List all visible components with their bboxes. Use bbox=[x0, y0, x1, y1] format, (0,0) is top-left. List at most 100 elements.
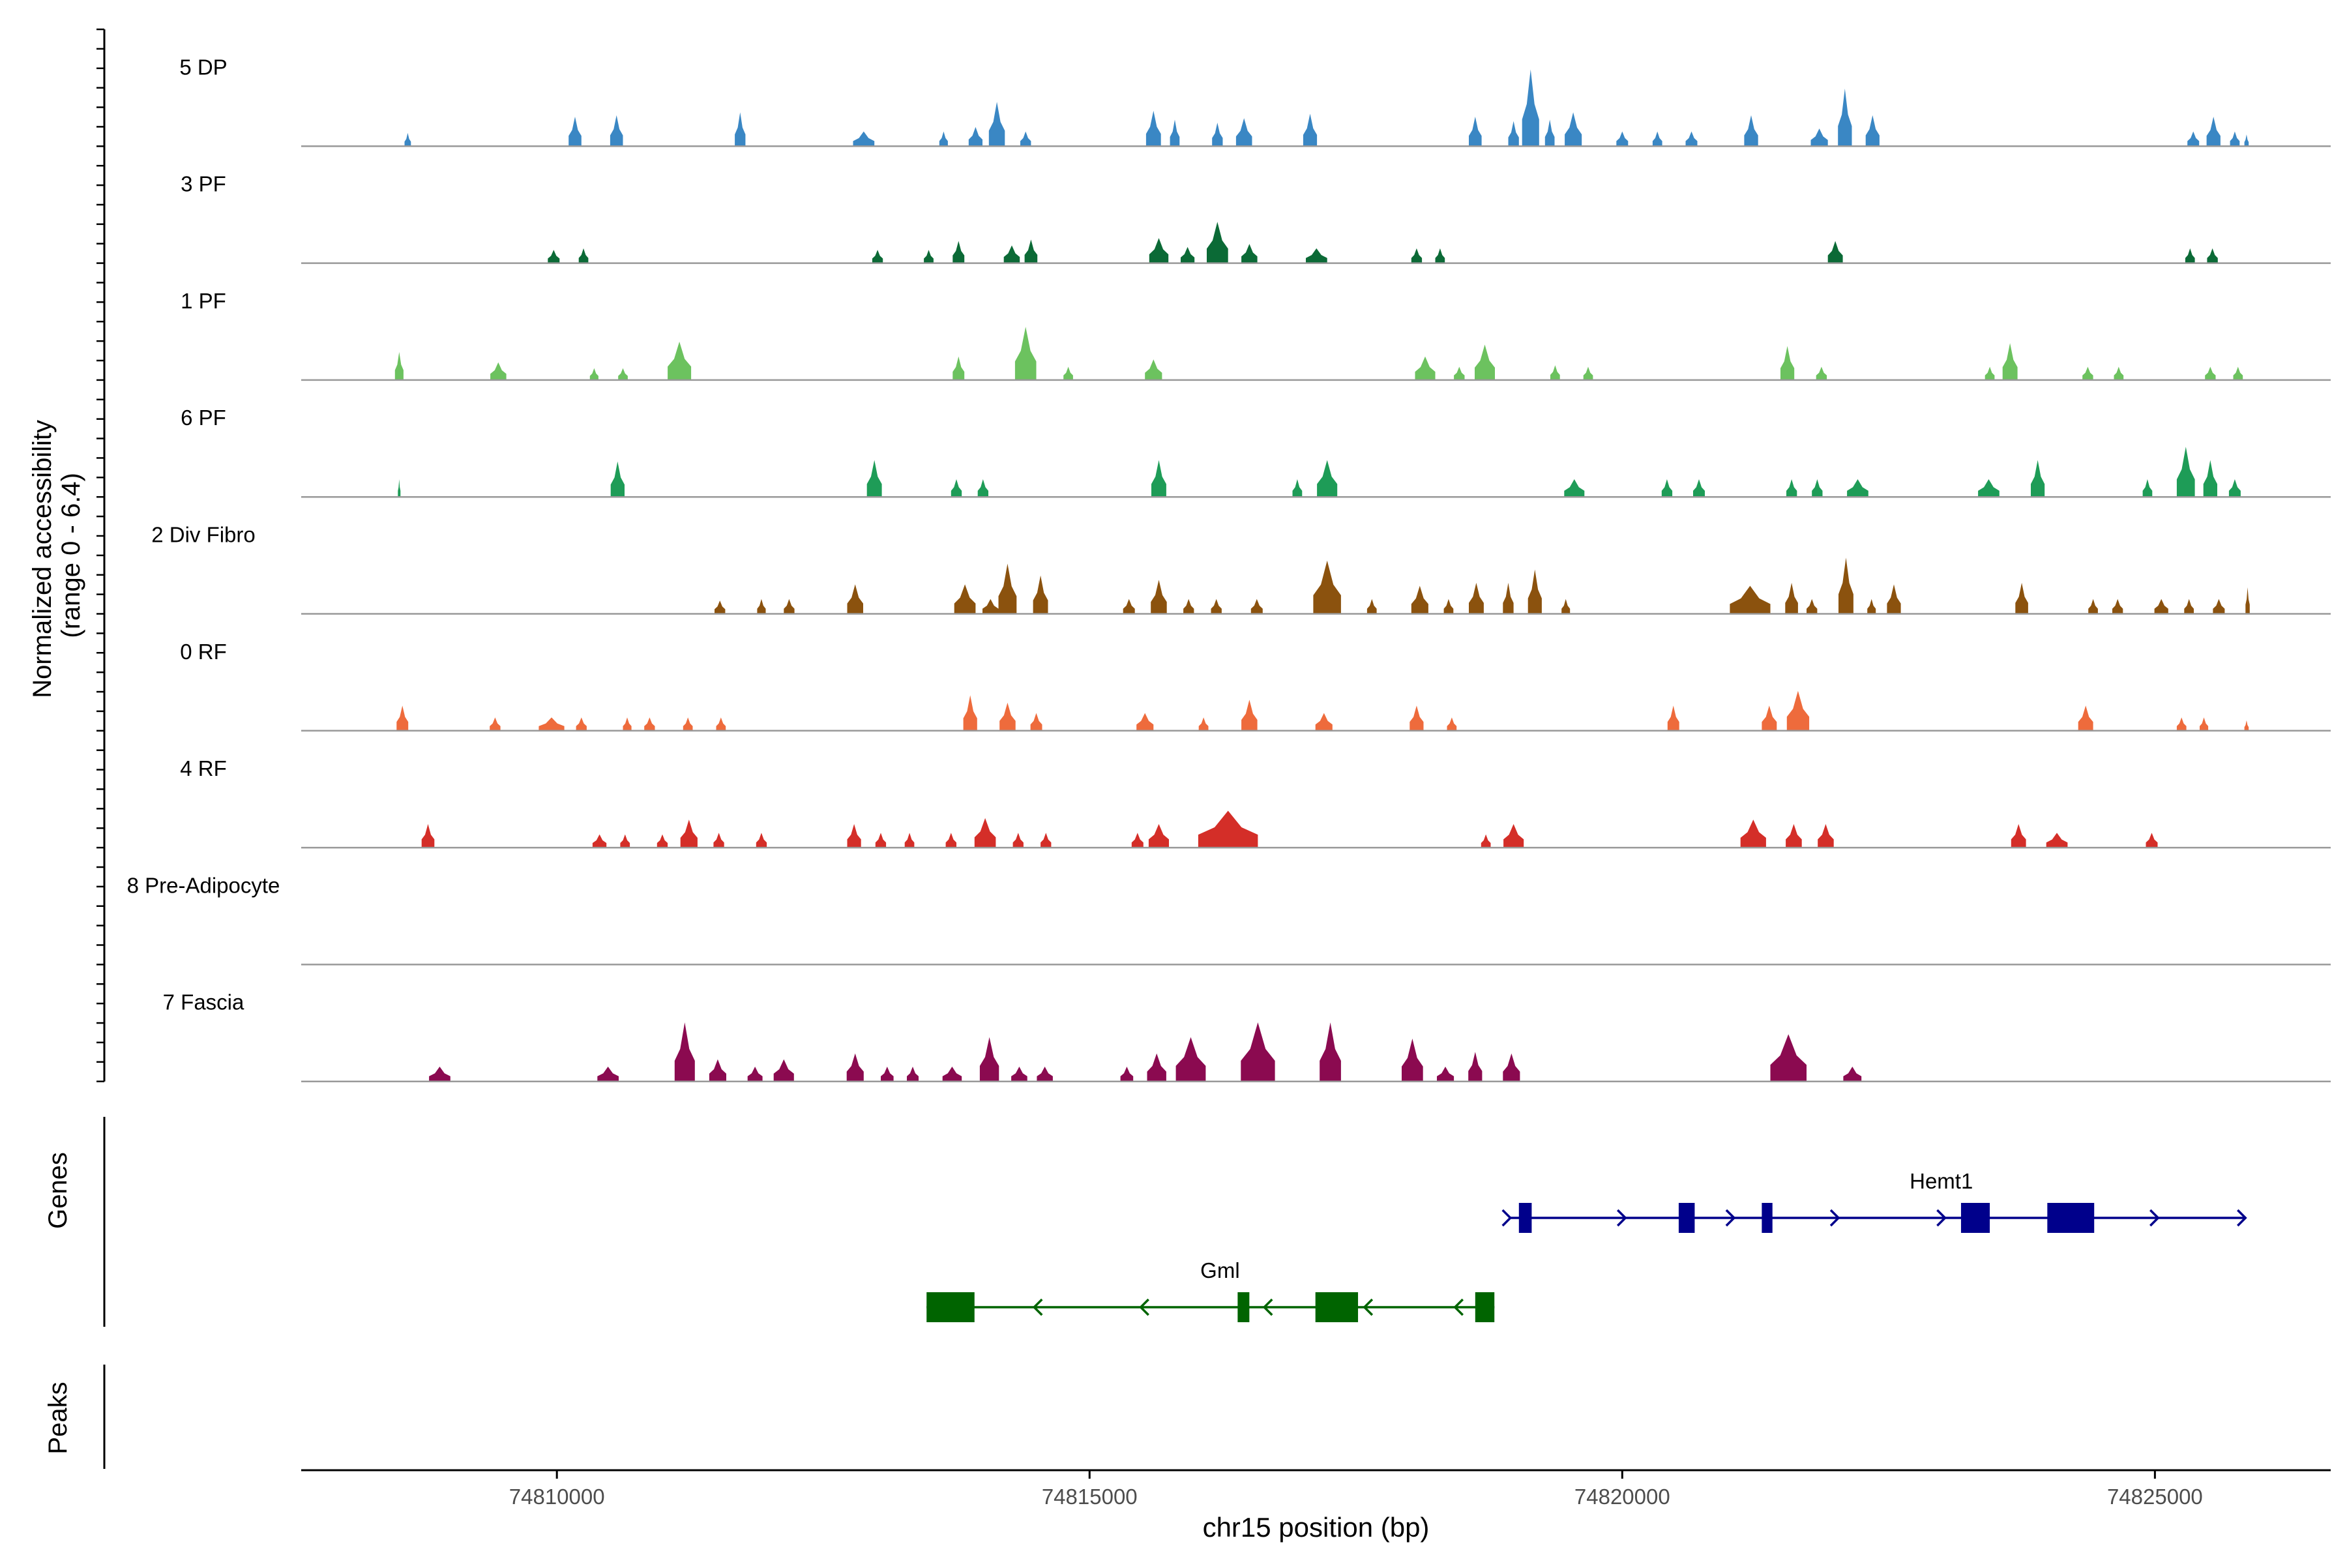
coverage-peak bbox=[2078, 705, 2093, 731]
track-label: 3 PF bbox=[181, 172, 226, 196]
coverage-peak bbox=[1978, 479, 2000, 497]
track-1-pf: 1 PF bbox=[181, 289, 2331, 381]
coverage-peak bbox=[490, 362, 507, 380]
coverage-peak bbox=[1306, 248, 1327, 263]
coverage-peak bbox=[1816, 366, 1827, 380]
coverage-peak bbox=[394, 351, 404, 380]
gene-hemt1: Hemt1 bbox=[1501, 1169, 2247, 1233]
coverage-peak bbox=[2187, 131, 2200, 147]
coverage-peak bbox=[657, 834, 668, 848]
coverage-peak bbox=[1740, 820, 1766, 848]
coverage-peak bbox=[1030, 713, 1042, 731]
coverage-peak bbox=[429, 1067, 450, 1082]
coverage-peak bbox=[1033, 575, 1048, 614]
coverage-peak bbox=[610, 115, 623, 147]
coverage-peak bbox=[1212, 123, 1223, 147]
coverage-peak bbox=[1313, 560, 1341, 614]
coverage-peak bbox=[747, 1067, 763, 1082]
coverage-peak bbox=[1241, 244, 1258, 263]
coverage-peak bbox=[1583, 366, 1593, 380]
coverage-peak bbox=[942, 1067, 962, 1082]
coverage-peak bbox=[578, 248, 589, 263]
coverage-peak bbox=[1012, 833, 1024, 848]
coverage-peak bbox=[881, 1067, 894, 1082]
coverage-peak bbox=[1136, 713, 1154, 731]
coverage-peak bbox=[945, 833, 956, 848]
coverage-peak bbox=[2011, 823, 2026, 848]
coverage-peak bbox=[421, 823, 435, 848]
coverage-peak bbox=[1292, 479, 1303, 497]
coverage-peak bbox=[2184, 599, 2194, 614]
coverage-peak bbox=[1454, 366, 1465, 380]
strand-arrow bbox=[1616, 1209, 1627, 1227]
coverage-peak bbox=[773, 1059, 794, 1082]
coverage-peak bbox=[1508, 121, 1519, 147]
coverage-peak bbox=[1786, 479, 1797, 497]
coverage-peak bbox=[1151, 460, 1166, 497]
coverage-peak bbox=[1151, 580, 1167, 614]
coverage-peak bbox=[2206, 117, 2221, 147]
coverage-peak bbox=[784, 599, 795, 614]
coverage-peak bbox=[1437, 1067, 1454, 1082]
coverage-peak bbox=[1469, 582, 1484, 614]
coverage-peak bbox=[1041, 833, 1052, 848]
coverage-peak bbox=[592, 834, 607, 848]
track-7-fascia: 7 Fascia bbox=[163, 990, 2331, 1082]
coverage-peak bbox=[589, 368, 598, 380]
track-label: 7 Fascia bbox=[163, 990, 244, 1014]
coverage-peak bbox=[1063, 366, 1073, 380]
coverage-peak bbox=[668, 342, 692, 380]
coverage-peak bbox=[623, 717, 632, 731]
gene-exon bbox=[2047, 1203, 2095, 1233]
coverage-peak bbox=[1145, 110, 1161, 147]
coverage-peak bbox=[1241, 700, 1258, 731]
coverage-peak bbox=[610, 461, 625, 497]
coverage-peak bbox=[988, 102, 1005, 147]
coverage-peak bbox=[904, 833, 915, 848]
coverage-peak bbox=[1250, 599, 1263, 614]
coverage-peak bbox=[1887, 584, 1901, 614]
coverage-peak bbox=[1865, 115, 1880, 147]
coverage-peak bbox=[1867, 599, 1876, 614]
coverage-peak bbox=[2205, 366, 2216, 380]
coverage-peak bbox=[1565, 112, 1582, 147]
coverage-peak bbox=[683, 717, 693, 731]
coverage-peak bbox=[1211, 599, 1222, 614]
coverage-peak bbox=[618, 368, 628, 380]
coverage-peak bbox=[1550, 365, 1560, 380]
gene-exon bbox=[1518, 1203, 1532, 1233]
coverage-peak bbox=[853, 131, 875, 147]
coverage-peak bbox=[1503, 1053, 1520, 1082]
coverage-peak bbox=[998, 563, 1017, 614]
coverage-peak bbox=[1020, 131, 1031, 147]
coverage-peak bbox=[1024, 239, 1038, 263]
strand-arrow bbox=[1936, 1209, 1947, 1227]
coverage-peak bbox=[620, 834, 630, 848]
coverage-peak bbox=[735, 112, 746, 147]
gene-exon bbox=[1678, 1203, 1695, 1233]
coverage-peak bbox=[716, 717, 726, 731]
coverage-peak bbox=[2203, 460, 2217, 497]
track-4-rf: 4 RF bbox=[180, 756, 2331, 849]
coverage-peak bbox=[1198, 717, 1209, 731]
coverage-peak bbox=[757, 599, 766, 614]
coverage-peak bbox=[2228, 479, 2241, 497]
coverage-peak bbox=[954, 584, 976, 614]
coverage-peak bbox=[1241, 1022, 1275, 1082]
coverage-peak bbox=[1786, 690, 1810, 731]
coverage-peak bbox=[1810, 128, 1828, 147]
coverage-peak bbox=[2002, 343, 2018, 380]
coverage-peak bbox=[2233, 366, 2243, 380]
coverage-peak bbox=[982, 599, 999, 614]
coverage-peak bbox=[924, 250, 934, 263]
gene-exon bbox=[1475, 1292, 1495, 1322]
coverage-peak bbox=[1770, 1034, 1807, 1082]
track-label: 2 Div Fibro bbox=[151, 523, 256, 547]
coverage-peak bbox=[1469, 117, 1482, 147]
track-label: 6 PF bbox=[181, 406, 226, 430]
coverage-peak bbox=[1320, 1022, 1341, 1082]
coverage-peak bbox=[1014, 327, 1037, 380]
coverage-peak bbox=[1528, 569, 1542, 614]
coverage-peak bbox=[939, 131, 948, 147]
